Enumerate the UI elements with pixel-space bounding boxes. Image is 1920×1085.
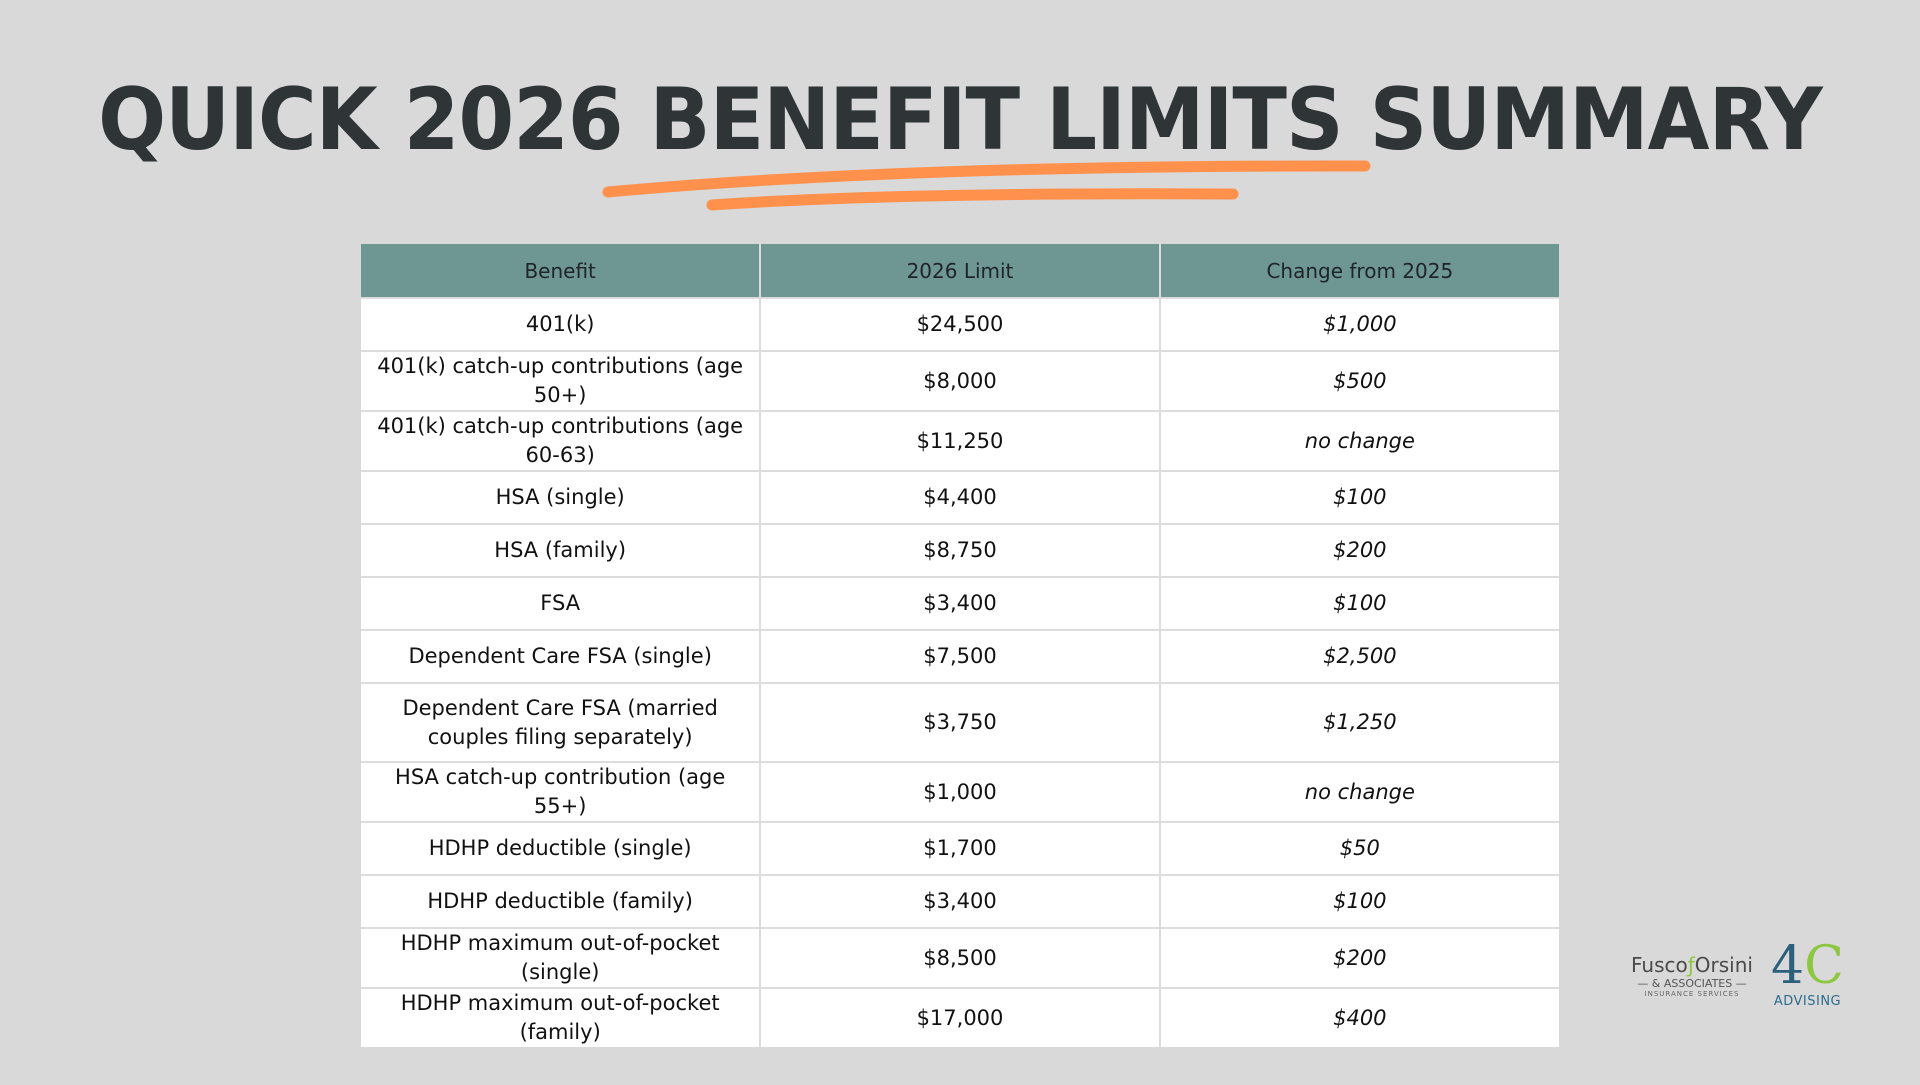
table-row: HSA catch-up contribution (age 55+) $1,00… bbox=[361, 761, 1559, 823]
logo-text-fusco: Fusco bbox=[1631, 953, 1688, 977]
limit-cell: $1,700 bbox=[759, 821, 1161, 876]
benefit-cell: HDHP deductible (single) bbox=[361, 821, 762, 876]
change-cell: $400 bbox=[1158, 987, 1559, 1047]
4c-mark-icon: 4C bbox=[1770, 938, 1845, 994]
change-cell: $1,250 bbox=[1158, 682, 1559, 763]
change-cell: $2,500 bbox=[1158, 629, 1559, 684]
benefit-cell: HDHP maximum out-of-pocket (single) bbox=[361, 927, 762, 989]
change-cell: $100 bbox=[1158, 576, 1559, 631]
benefit-cell: HDHP maximum out-of-pocket (family) bbox=[361, 987, 762, 1047]
table-header-row: Benefit 2026 Limit Change from 2025 bbox=[361, 244, 1559, 299]
limit-cell: $17,000 bbox=[759, 987, 1161, 1047]
change-cell: $1,000 bbox=[1158, 297, 1559, 352]
change-cell: $500 bbox=[1158, 350, 1559, 412]
change-cell: $50 bbox=[1158, 821, 1559, 876]
benefit-cell: Dependent Care FSA (single) bbox=[361, 629, 762, 684]
limit-cell: $1,000 bbox=[759, 761, 1161, 823]
logo-mark-4: 4 bbox=[1771, 936, 1805, 996]
limit-cell: $7,500 bbox=[759, 629, 1161, 684]
column-header-benefit: Benefit bbox=[361, 244, 762, 299]
limit-cell: $3,400 bbox=[759, 874, 1161, 929]
column-header-limit: 2026 Limit bbox=[759, 244, 1161, 299]
benefit-cell: HSA catch-up contribution (age 55+) bbox=[361, 761, 762, 823]
table-row: HDHP deductible (single) $1,700 $50 bbox=[361, 821, 1559, 876]
limit-cell: $24,500 bbox=[759, 297, 1161, 352]
table-row: HDHP maximum out-of-pocket (single) $8,50… bbox=[361, 927, 1559, 989]
limit-cell: $8,000 bbox=[759, 350, 1161, 412]
logo-text-insurance: INSURANCE SERVICES bbox=[1644, 990, 1740, 998]
table-row: Dependent Care FSA (married couples fili… bbox=[361, 682, 1559, 763]
change-cell: $200 bbox=[1158, 927, 1559, 989]
table-row: FSA $3,400 $100 bbox=[361, 576, 1559, 631]
limit-cell: $8,750 bbox=[759, 523, 1161, 578]
table-row: HSA (single) $4,400 $100 bbox=[361, 470, 1559, 525]
benefit-cell: HDHP deductible (family) bbox=[361, 874, 762, 929]
table-row: 401(k) $24,500 $1,000 bbox=[361, 297, 1559, 352]
table-row: 401(k) catch-up contributions (age 60-63… bbox=[361, 410, 1559, 472]
limit-cell: $8,500 bbox=[759, 927, 1161, 989]
benefit-cell: HSA (family) bbox=[361, 523, 762, 578]
change-cell: $100 bbox=[1158, 470, 1559, 525]
table-row: HSA (family) $8,750 $200 bbox=[361, 523, 1559, 578]
table-row: HDHP deductible (family) $3,400 $100 bbox=[361, 874, 1559, 929]
limit-cell: $3,750 bbox=[759, 682, 1161, 763]
table-row: Dependent Care FSA (single) $7,500 $2,500 bbox=[361, 629, 1559, 684]
change-cell: no change bbox=[1158, 761, 1559, 823]
logo-mark-c: C bbox=[1804, 936, 1844, 996]
orange-underline-decoration bbox=[602, 160, 1371, 211]
logo-text-associates: & ASSOCIATES bbox=[1651, 977, 1733, 990]
logo-swash-f: ƒ bbox=[1687, 953, 1695, 977]
benefit-cell: 401(k) bbox=[361, 297, 762, 352]
change-cell: $200 bbox=[1158, 523, 1559, 578]
benefit-limits-table: Benefit 2026 Limit Change from 2025 401(… bbox=[361, 244, 1559, 1047]
benefit-cell: HSA (single) bbox=[361, 470, 762, 525]
benefit-cell: Dependent Care FSA (married couples fili… bbox=[361, 682, 762, 763]
benefit-cell: 401(k) catch-up contributions (age 50+) bbox=[361, 350, 762, 412]
table-row: HDHP maximum out-of-pocket (family) $17,0… bbox=[361, 987, 1559, 1047]
4c-advising-logo: 4C ADVISING bbox=[1770, 938, 1845, 1009]
benefit-cell: 401(k) catch-up contributions (age 60-63… bbox=[361, 410, 762, 472]
limit-cell: $3,400 bbox=[759, 576, 1161, 631]
limit-cell: $11,250 bbox=[759, 410, 1161, 472]
logo-text-orsini: Orsini bbox=[1694, 953, 1753, 977]
column-header-change: Change from 2025 bbox=[1158, 244, 1559, 299]
fusco-orsini-logo: FuscoƒOrsini — & ASSOCIATES — INSURANCE … bbox=[1617, 953, 1767, 998]
page-title: QUICK 2026 BENEFIT LIMITS SUMMARY bbox=[98, 70, 1823, 170]
change-cell: $100 bbox=[1158, 874, 1559, 929]
change-cell: no change bbox=[1158, 410, 1559, 472]
table-row: 401(k) catch-up contributions (age 50+) $… bbox=[361, 350, 1559, 412]
benefit-cell: FSA bbox=[361, 576, 762, 631]
limit-cell: $4,400 bbox=[759, 470, 1161, 525]
logo-text-advising: ADVISING bbox=[1773, 994, 1842, 1009]
